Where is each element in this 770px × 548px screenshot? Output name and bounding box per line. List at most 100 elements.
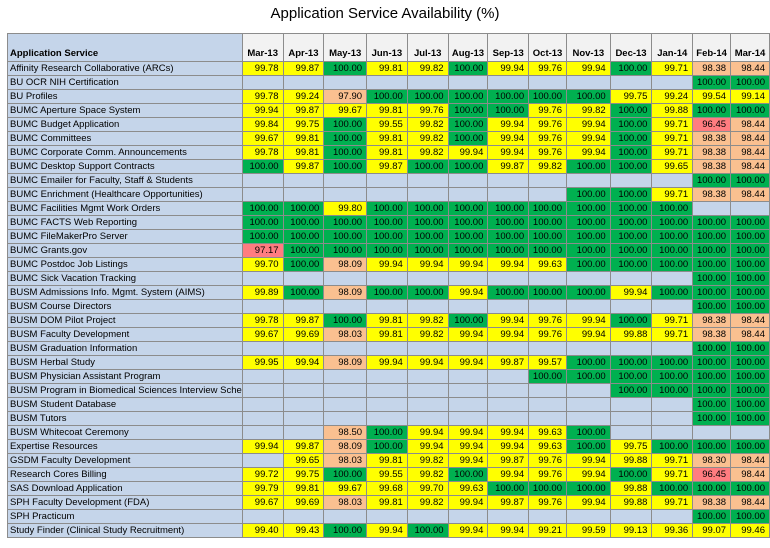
availability-value-cell: 99.81 xyxy=(366,131,408,146)
empty-cell xyxy=(609,173,653,188)
availability-value-cell: 100.00 xyxy=(692,439,732,454)
availability-value-cell: 100.00 xyxy=(406,89,449,104)
empty-cell xyxy=(241,271,284,286)
availability-value-cell: 98.44 xyxy=(730,117,770,132)
availability-value-cell: 99.14 xyxy=(730,89,770,104)
availability-value-cell: 100.00 xyxy=(323,159,368,174)
availability-value-cell: 100.00 xyxy=(487,481,530,496)
service-name-cell: SPH Practicum xyxy=(7,509,243,524)
availability-value-cell: 99.94 xyxy=(447,495,489,510)
table-row: BUMC Grants.gov 97.17 100.00 100.00 100.00 10… xyxy=(7,243,770,258)
service-name-cell: BUSM Faculty Development xyxy=(7,327,243,342)
availability-value-cell: 100.00 xyxy=(609,145,653,160)
empty-cell xyxy=(609,271,653,286)
empty-cell xyxy=(730,425,770,440)
table-row: Affinity Research Collaborative (ARCs) 99… xyxy=(7,61,770,76)
empty-cell xyxy=(609,299,653,314)
availability-value-cell: 100.00 xyxy=(528,481,567,496)
availability-value-cell: 99.94 xyxy=(565,327,611,342)
availability-value-cell: 100.00 xyxy=(692,215,732,230)
availability-value-cell: 100.00 xyxy=(692,383,732,398)
availability-value-cell: 99.87 xyxy=(282,61,325,76)
availability-value-cell: 99.94 xyxy=(366,523,408,538)
availability-value-cell: 99.88 xyxy=(609,481,653,496)
availability-value-cell: 98.38 xyxy=(692,145,732,160)
empty-cell xyxy=(609,509,653,524)
availability-value-cell: 99.94 xyxy=(282,355,325,370)
service-name-cell: SAS Download Application xyxy=(7,481,243,496)
availability-value-cell: 100.00 xyxy=(730,75,770,90)
table-row: BUSM Tutors 100.00 100.00 xyxy=(7,411,770,426)
availability-value-cell: 100.00 xyxy=(487,201,530,216)
availability-value-cell: 99.82 xyxy=(528,159,567,174)
availability-value-cell: 99.65 xyxy=(282,453,325,468)
availability-value-cell: 99.82 xyxy=(406,495,449,510)
availability-value-cell: 100.00 xyxy=(730,215,770,230)
availability-value-cell: 99.71 xyxy=(651,327,694,342)
availability-value-cell: 99.78 xyxy=(241,89,284,104)
availability-value-cell: 100.00 xyxy=(447,159,489,174)
availability-value-cell: 98.03 xyxy=(323,495,368,510)
empty-cell xyxy=(406,173,449,188)
availability-value-cell: 99.87 xyxy=(487,159,530,174)
availability-value-cell: 99.81 xyxy=(282,131,325,146)
availability-value-cell: 99.80 xyxy=(323,201,368,216)
column-header-month: Jun-13 xyxy=(366,33,408,62)
availability-value-cell: 100.00 xyxy=(609,243,653,258)
availability-value-cell: 98.30 xyxy=(692,453,732,468)
service-name-cell: BU OCR NIH Certification xyxy=(7,75,243,90)
availability-value-cell: 99.94 xyxy=(487,467,530,482)
availability-value-cell: 100.00 xyxy=(609,229,653,244)
availability-value-cell: 98.44 xyxy=(730,313,770,328)
empty-cell xyxy=(366,75,408,90)
empty-cell xyxy=(282,173,325,188)
availability-value-cell: 99.13 xyxy=(609,523,653,538)
empty-cell xyxy=(241,425,284,440)
availability-value-cell: 99.87 xyxy=(487,453,530,468)
availability-value-cell: 99.36 xyxy=(651,523,694,538)
empty-cell xyxy=(323,341,368,356)
empty-cell xyxy=(282,411,325,426)
availability-value-cell: 98.09 xyxy=(323,257,368,272)
empty-cell xyxy=(282,341,325,356)
column-header-month: Apr-13 xyxy=(282,33,325,62)
availability-value-cell: 99.88 xyxy=(609,495,653,510)
availability-value-cell: 99.76 xyxy=(528,145,567,160)
availability-value-cell: 100.00 xyxy=(565,215,611,230)
availability-value-cell: 99.94 xyxy=(447,453,489,468)
service-name-cell: BUMC Budget Application xyxy=(7,117,243,132)
availability-value-cell: 99.94 xyxy=(487,425,530,440)
column-header-month: Aug-13 xyxy=(447,33,489,62)
availability-value-cell: 99.76 xyxy=(528,453,567,468)
empty-cell xyxy=(323,411,368,426)
empty-cell xyxy=(241,411,284,426)
availability-value-cell: 100.00 xyxy=(730,103,770,118)
availability-value-cell: 99.82 xyxy=(406,145,449,160)
availability-value-cell: 99.07 xyxy=(692,523,732,538)
availability-value-cell: 100.00 xyxy=(692,285,732,300)
availability-value-cell: 99.67 xyxy=(323,481,368,496)
empty-cell xyxy=(487,341,530,356)
availability-value-cell: 98.44 xyxy=(730,187,770,202)
availability-value-cell: 99.67 xyxy=(241,495,284,510)
availability-value-cell: 100.00 xyxy=(692,355,732,370)
availability-value-cell: 100.00 xyxy=(565,257,611,272)
availability-value-cell: 100.00 xyxy=(323,229,368,244)
service-name-cell: BUSM Program in Biomedical Sciences Inte… xyxy=(7,383,243,398)
empty-cell xyxy=(241,509,284,524)
service-name-cell: BU Profiles xyxy=(7,89,243,104)
service-name-cell: BUMC Desktop Support Contracts xyxy=(7,159,243,174)
column-header-month: Jul-13 xyxy=(406,33,449,62)
empty-cell xyxy=(282,397,325,412)
availability-value-cell: 96.45 xyxy=(692,467,732,482)
empty-cell xyxy=(366,271,408,286)
availability-value-cell: 99.72 xyxy=(241,467,284,482)
availability-value-cell: 99.67 xyxy=(323,103,368,118)
availability-value-cell: 100.00 xyxy=(406,523,449,538)
availability-value-cell: 98.38 xyxy=(692,159,732,174)
availability-value-cell: 99.82 xyxy=(406,453,449,468)
table-body: Affinity Research Collaborative (ARCs) 99… xyxy=(7,61,770,538)
empty-cell xyxy=(366,341,408,356)
table-row: BUSM Whitecoat Ceremony 98.50 100.00 99.94 9… xyxy=(7,425,770,440)
empty-cell xyxy=(487,397,530,412)
